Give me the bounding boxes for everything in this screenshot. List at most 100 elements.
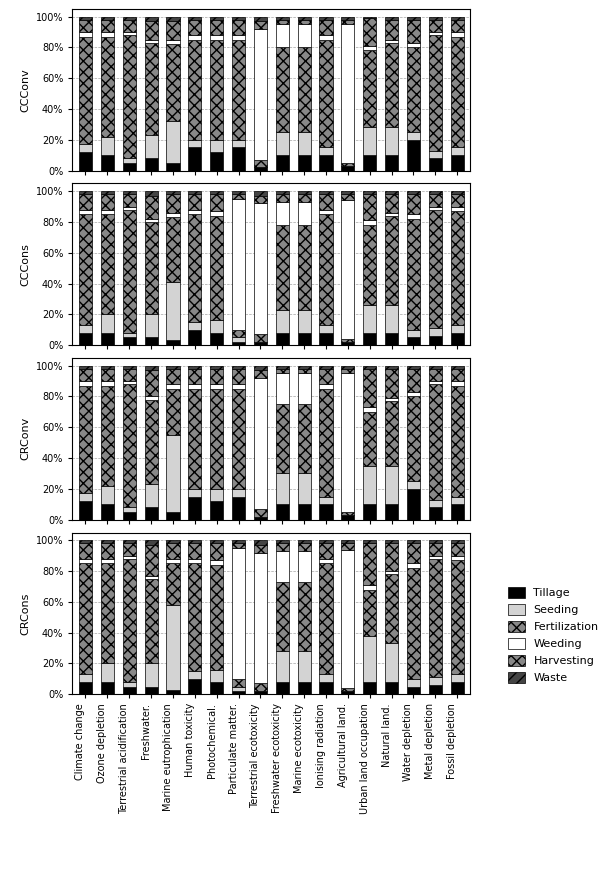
Bar bbox=[145, 484, 157, 507]
Bar bbox=[79, 17, 92, 20]
Bar bbox=[298, 368, 311, 374]
Bar bbox=[320, 368, 333, 384]
Bar bbox=[320, 682, 333, 694]
Bar bbox=[429, 540, 442, 544]
Bar bbox=[429, 555, 442, 559]
Bar bbox=[188, 497, 201, 520]
Bar bbox=[363, 221, 376, 225]
Bar bbox=[450, 368, 464, 381]
Bar bbox=[166, 213, 180, 217]
Bar bbox=[166, 44, 180, 121]
Bar bbox=[122, 333, 136, 337]
Bar bbox=[254, 509, 267, 516]
Bar bbox=[79, 544, 92, 559]
Bar bbox=[320, 675, 333, 682]
Bar bbox=[210, 211, 223, 215]
Bar bbox=[166, 690, 180, 694]
Bar bbox=[232, 20, 245, 35]
Bar bbox=[450, 385, 464, 497]
Bar bbox=[450, 194, 464, 206]
Bar bbox=[276, 17, 289, 20]
Bar bbox=[320, 559, 333, 563]
Bar bbox=[145, 191, 157, 196]
Bar bbox=[145, 686, 157, 694]
Bar bbox=[188, 489, 201, 497]
Bar bbox=[385, 40, 398, 43]
Bar bbox=[254, 366, 267, 370]
Bar bbox=[254, 684, 267, 692]
Bar bbox=[429, 559, 442, 677]
Bar bbox=[232, 40, 245, 140]
Bar bbox=[341, 512, 355, 515]
Bar bbox=[385, 155, 398, 171]
Bar bbox=[210, 540, 223, 544]
Bar bbox=[276, 551, 289, 582]
Bar bbox=[79, 20, 92, 32]
Bar bbox=[320, 333, 333, 345]
Bar bbox=[320, 366, 333, 368]
Bar bbox=[341, 374, 355, 512]
Bar bbox=[298, 20, 311, 24]
Bar bbox=[188, 148, 201, 171]
Bar bbox=[341, 163, 355, 166]
Bar bbox=[407, 329, 420, 337]
Bar bbox=[341, 200, 355, 339]
Bar bbox=[407, 337, 420, 345]
Bar bbox=[188, 384, 201, 389]
Bar bbox=[429, 381, 442, 384]
Bar bbox=[122, 17, 136, 20]
Bar bbox=[429, 507, 442, 520]
Bar bbox=[122, 35, 136, 158]
Bar bbox=[320, 40, 333, 148]
Bar bbox=[276, 651, 289, 682]
Bar bbox=[385, 368, 398, 398]
Bar bbox=[407, 540, 420, 544]
Bar bbox=[210, 501, 223, 520]
Bar bbox=[341, 17, 355, 20]
Bar bbox=[122, 682, 136, 686]
Bar bbox=[341, 549, 355, 688]
Bar bbox=[166, 366, 180, 368]
Bar bbox=[276, 682, 289, 694]
Bar bbox=[122, 368, 136, 381]
Bar bbox=[385, 213, 398, 215]
Bar bbox=[79, 559, 92, 563]
Bar bbox=[385, 574, 398, 643]
Bar bbox=[210, 544, 223, 561]
Bar bbox=[166, 389, 180, 435]
Bar bbox=[188, 194, 201, 210]
Bar bbox=[363, 127, 376, 155]
Bar bbox=[276, 225, 289, 310]
Bar bbox=[450, 155, 464, 171]
Bar bbox=[298, 544, 311, 551]
Bar bbox=[450, 561, 464, 675]
Bar bbox=[407, 214, 420, 219]
Bar bbox=[210, 682, 223, 694]
Bar bbox=[341, 368, 355, 374]
Bar bbox=[385, 544, 398, 571]
Bar bbox=[79, 385, 92, 493]
Bar bbox=[429, 206, 442, 210]
Bar bbox=[122, 559, 136, 682]
Bar bbox=[450, 675, 464, 682]
Bar bbox=[298, 191, 311, 194]
Bar bbox=[166, 121, 180, 163]
Bar bbox=[145, 40, 157, 43]
Bar bbox=[385, 17, 398, 20]
Bar bbox=[166, 384, 180, 389]
Bar bbox=[363, 682, 376, 694]
Bar bbox=[363, 635, 376, 682]
Bar bbox=[320, 544, 333, 559]
Bar bbox=[276, 47, 289, 132]
Bar bbox=[276, 540, 289, 544]
Bar bbox=[407, 47, 420, 132]
Bar bbox=[254, 692, 267, 694]
Bar bbox=[210, 194, 223, 211]
Bar bbox=[320, 194, 333, 210]
Bar bbox=[79, 682, 92, 694]
Bar bbox=[429, 35, 442, 150]
Bar bbox=[429, 336, 442, 345]
Bar bbox=[298, 682, 311, 694]
Bar bbox=[166, 217, 180, 282]
Bar bbox=[276, 132, 289, 155]
